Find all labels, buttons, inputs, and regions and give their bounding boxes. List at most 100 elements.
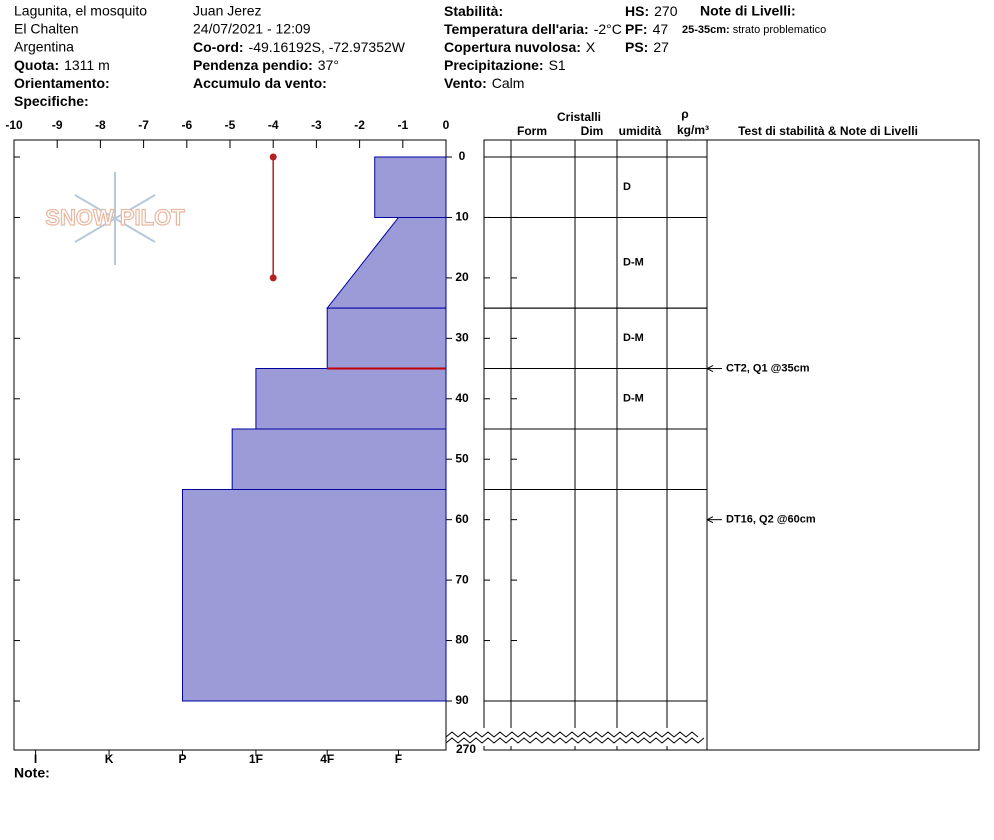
column-header: umidità: [619, 124, 662, 138]
note-label: Note:: [14, 765, 50, 781]
field-label: Pendenza pendio:: [193, 57, 313, 73]
field-label: Co-ord:: [193, 39, 244, 55]
y-tick-label: 60: [455, 512, 469, 526]
field-label: Precipitazione:: [444, 57, 544, 73]
x-tick-label: -1: [397, 118, 408, 132]
y-tick-label: 50: [455, 451, 469, 465]
field-label: Orientamento:: [14, 75, 110, 91]
x-tick-label: 0: [443, 118, 450, 132]
table-columns: [510, 140, 708, 750]
field-value: 27: [653, 39, 669, 55]
layer: [326, 307, 447, 370]
header-field: Temperatura dell'aria: -2°C: [444, 21, 622, 37]
hardness-label: F: [395, 752, 402, 766]
arrow-head: [706, 516, 714, 524]
field-label: 25-35cm:: [682, 24, 730, 36]
logo-text: SNOW PILOT: [45, 205, 185, 230]
header-field: Co-ord: -49.16192S, -72.97352W: [193, 39, 406, 55]
field-label: Vento:: [444, 75, 487, 91]
header-field: Vento: Calm: [444, 75, 524, 91]
site-line: El Chalten: [14, 21, 79, 37]
field-label: PF:: [625, 21, 648, 37]
test-label: CT2, Q1 @35cm: [726, 362, 810, 374]
header-field: Accumulo da vento:: [193, 75, 327, 91]
y-tick-label: 0: [459, 149, 466, 163]
column-header: ρ: [681, 107, 688, 121]
x-tick-label: -5: [225, 118, 236, 132]
field-value: 1311 m: [64, 57, 110, 73]
hardness-label: P: [178, 752, 186, 766]
header-field: Stabilità:: [444, 3, 503, 19]
table-frame: [483, 139, 980, 751]
x-tick-label: -4: [268, 118, 279, 132]
header-field: Precipitazione: S1: [444, 57, 566, 73]
field-label: Stabilità:: [444, 3, 503, 19]
layer-note: 25-35cm: strato problematico: [682, 24, 826, 36]
header-field: Copertura nuvolosa: X: [444, 39, 596, 55]
arrow-head: [706, 365, 714, 373]
field-value: Calm: [492, 75, 525, 91]
x-tick-label: -8: [95, 118, 106, 132]
field-label: PS:: [625, 39, 648, 55]
y-tick-label: 40: [455, 391, 469, 405]
column-header: Cristalli: [557, 110, 601, 124]
hardness-label: 1F: [249, 752, 263, 766]
x-tick-label: -2: [354, 118, 365, 132]
y-tick-label: 70: [455, 572, 469, 586]
moisture: D: [623, 181, 631, 193]
field-value: S1: [549, 57, 566, 73]
field-value: -49.16192S, -72.97352W: [249, 39, 406, 55]
header-field: PF: 47: [625, 21, 668, 37]
notes-title: Note di Livelli:: [700, 3, 796, 19]
hardness-label: I: [34, 752, 37, 766]
layer: [374, 156, 447, 218]
layer: [326, 216, 447, 309]
y-tick-label: 80: [455, 633, 469, 647]
hardness-label: 4F: [320, 752, 334, 766]
y-tick-label: 30: [455, 331, 469, 345]
axis-break: [445, 731, 705, 744]
moisture: D-M: [623, 393, 644, 405]
field-label: HS:: [625, 3, 649, 19]
header-field: Quota: 1311 m: [14, 57, 110, 73]
y-tick-label: 270: [456, 742, 476, 756]
x-tick-label: -3: [311, 118, 322, 132]
logo: [74, 172, 156, 265]
site-line: Argentina: [14, 39, 74, 55]
column-header: Dim: [581, 124, 604, 138]
column-header: kg/m³: [677, 123, 709, 137]
field-label: Quota:: [14, 57, 59, 73]
y-tick-label: 20: [455, 270, 469, 284]
field-label: Accumulo da vento:: [193, 75, 327, 91]
column-header: Form: [517, 124, 547, 138]
y-tick-label: 10: [455, 210, 469, 224]
field-value: 47: [653, 21, 669, 37]
header-field: PS: 27: [625, 39, 669, 55]
y-tick-label: 90: [455, 693, 469, 707]
moisture: D-M: [623, 257, 644, 269]
break-mask: [447, 728, 706, 746]
field-value: 37°: [318, 57, 339, 73]
temperature-point: [269, 153, 277, 161]
site-line: Lagunita, el mosquito: [14, 3, 147, 19]
field-value: 270: [654, 3, 678, 19]
layer: [255, 368, 447, 430]
test-label: DT16, Q2 @60cm: [726, 514, 816, 526]
field-label: Copertura nuvolosa:: [444, 39, 581, 55]
temperature-point: [269, 274, 277, 282]
field-value: X: [586, 39, 596, 55]
column-header: Test di stabilità & Note di Livelli: [738, 124, 918, 138]
header-field: Specifiche:: [14, 93, 89, 109]
x-tick-label: -6: [181, 118, 192, 132]
datetime: 24/07/2021 - 12:09: [193, 21, 311, 37]
header-field: Orientamento:: [14, 75, 110, 91]
field-value: -2°C: [594, 21, 622, 37]
x-tick-label: -10: [5, 118, 23, 132]
x-tick-label: -7: [138, 118, 149, 132]
field-label: Temperatura dell'aria:: [444, 21, 589, 37]
field-value: strato problematico: [733, 24, 827, 36]
hardness-label: K: [105, 752, 114, 766]
observer: Juan Jerez: [193, 3, 261, 19]
header-field: HS: 270: [625, 3, 678, 19]
